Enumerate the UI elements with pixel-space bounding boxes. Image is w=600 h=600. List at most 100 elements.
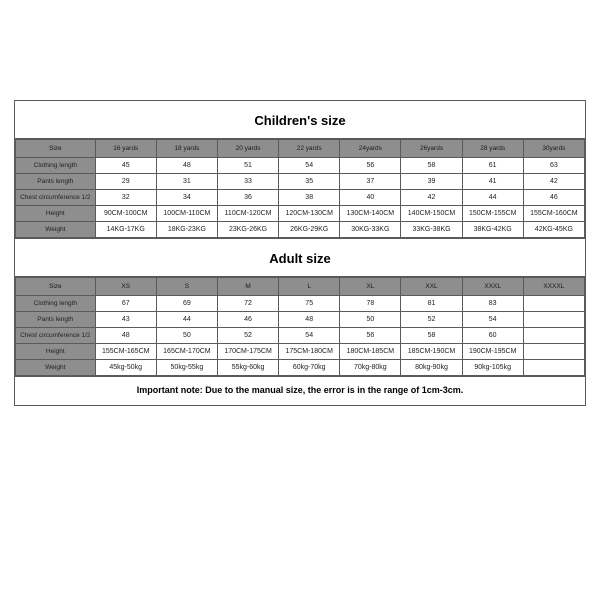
cell: 43 — [95, 312, 156, 328]
cell: 33KG-38KG — [401, 222, 462, 238]
cell: 130CM-140CM — [340, 206, 401, 222]
col-header: 16 yards — [95, 140, 156, 158]
cell: 150CM-155CM — [462, 206, 523, 222]
row-label: Clothing length — [16, 158, 96, 174]
row-label: Pants length — [16, 174, 96, 190]
cell: 190CM-195CM — [462, 344, 523, 360]
cell: 54 — [462, 312, 523, 328]
col-header: XXXL — [462, 278, 523, 296]
table-row: Chest circumference 1/2 48 50 52 54 56 5… — [16, 328, 585, 344]
col-header: 28 yards — [462, 140, 523, 158]
cell: 185CM-190CM — [401, 344, 462, 360]
cell: 180CM-185CM — [340, 344, 401, 360]
cell — [523, 360, 584, 376]
cell: 83 — [462, 296, 523, 312]
cell: 30KG-33KG — [340, 222, 401, 238]
important-note: Important note: Due to the manual size, … — [15, 376, 585, 405]
row-label: Weight — [16, 222, 96, 238]
cell: 33 — [217, 174, 278, 190]
cell: 69 — [156, 296, 217, 312]
cell: 63 — [523, 158, 584, 174]
col-header: XXXXL — [523, 278, 584, 296]
size-chart-document: Children's size Size 16 yards 18 yards 2… — [0, 0, 600, 600]
row-label: Height — [16, 344, 96, 360]
cell: 18KG-23KG — [156, 222, 217, 238]
cell: 44 — [462, 190, 523, 206]
cell: 120CM-130CM — [279, 206, 340, 222]
col-header: XXL — [401, 278, 462, 296]
cell: 56 — [340, 158, 401, 174]
cell: 110CM-120CM — [217, 206, 278, 222]
cell: 50 — [156, 328, 217, 344]
cell: 70kg-80kg — [340, 360, 401, 376]
children-header-row: Size 16 yards 18 yards 20 yards 22 yards… — [16, 140, 585, 158]
cell: 39 — [401, 174, 462, 190]
table-row: Height 155CM-165CM 165CM-170CM 170CM-175… — [16, 344, 585, 360]
cell: 42 — [523, 174, 584, 190]
table-row: Chest circumference 1/2 32 34 36 38 40 4… — [16, 190, 585, 206]
row-label: Weight — [16, 360, 96, 376]
cell: 46 — [523, 190, 584, 206]
cell: 100CM-110CM — [156, 206, 217, 222]
cell: 54 — [279, 328, 340, 344]
col-header: Size — [16, 278, 96, 296]
cell: 155CM-160CM — [523, 206, 584, 222]
cell: 36 — [217, 190, 278, 206]
cell: 52 — [401, 312, 462, 328]
cell — [523, 344, 584, 360]
cell: 58 — [401, 328, 462, 344]
col-header: 18 yards — [156, 140, 217, 158]
col-header: 22 yards — [279, 140, 340, 158]
cell: 42KG-45KG — [523, 222, 584, 238]
col-header: M — [217, 278, 278, 296]
cell: 37 — [340, 174, 401, 190]
cell: 61 — [462, 158, 523, 174]
cell: 155CM-165CM — [95, 344, 156, 360]
cell — [523, 328, 584, 344]
cell: 52 — [217, 328, 278, 344]
col-header: 24yards — [340, 140, 401, 158]
col-header: 20 yards — [217, 140, 278, 158]
cell: 41 — [462, 174, 523, 190]
cell: 45kg-50kg — [95, 360, 156, 376]
cell: 38KG-42KG — [462, 222, 523, 238]
cell: 56 — [340, 328, 401, 344]
table-row: Clothing length 45 48 51 54 56 58 61 63 — [16, 158, 585, 174]
cell: 40 — [340, 190, 401, 206]
children-size-table: Size 16 yards 18 yards 20 yards 22 yards… — [15, 139, 585, 238]
cell: 175CM-180CM — [279, 344, 340, 360]
row-label: Chest circumference 1/2 — [16, 190, 96, 206]
cell: 67 — [95, 296, 156, 312]
outer-box: Children's size Size 16 yards 18 yards 2… — [14, 100, 586, 406]
col-header: S — [156, 278, 217, 296]
table-row: Height 90CM-100CM 100CM-110CM 110CM-120C… — [16, 206, 585, 222]
cell: 165CM-170CM — [156, 344, 217, 360]
table-row: Clothing length 67 69 72 75 78 81 83 — [16, 296, 585, 312]
table-row: Pants length 43 44 46 48 50 52 54 — [16, 312, 585, 328]
cell: 75 — [279, 296, 340, 312]
row-label: Pants length — [16, 312, 96, 328]
cell: 80kg-90kg — [401, 360, 462, 376]
col-header: XS — [95, 278, 156, 296]
cell: 50 — [340, 312, 401, 328]
table-row: Weight 45kg-50kg 50kg-55kg 55kg-60kg 60k… — [16, 360, 585, 376]
cell: 34 — [156, 190, 217, 206]
col-header: XL — [340, 278, 401, 296]
cell: 23KG-26KG — [217, 222, 278, 238]
cell: 48 — [279, 312, 340, 328]
cell: 140CM-150CM — [401, 206, 462, 222]
cell: 45 — [95, 158, 156, 174]
cell: 90kg-105kg — [462, 360, 523, 376]
col-header: 30yards — [523, 140, 584, 158]
cell: 81 — [401, 296, 462, 312]
row-label: Clothing length — [16, 296, 96, 312]
cell: 14KG-17KG — [95, 222, 156, 238]
cell: 78 — [340, 296, 401, 312]
col-header: Size — [16, 140, 96, 158]
cell: 38 — [279, 190, 340, 206]
cell: 29 — [95, 174, 156, 190]
cell: 72 — [217, 296, 278, 312]
cell: 60 — [462, 328, 523, 344]
cell: 54 — [279, 158, 340, 174]
cell: 51 — [217, 158, 278, 174]
